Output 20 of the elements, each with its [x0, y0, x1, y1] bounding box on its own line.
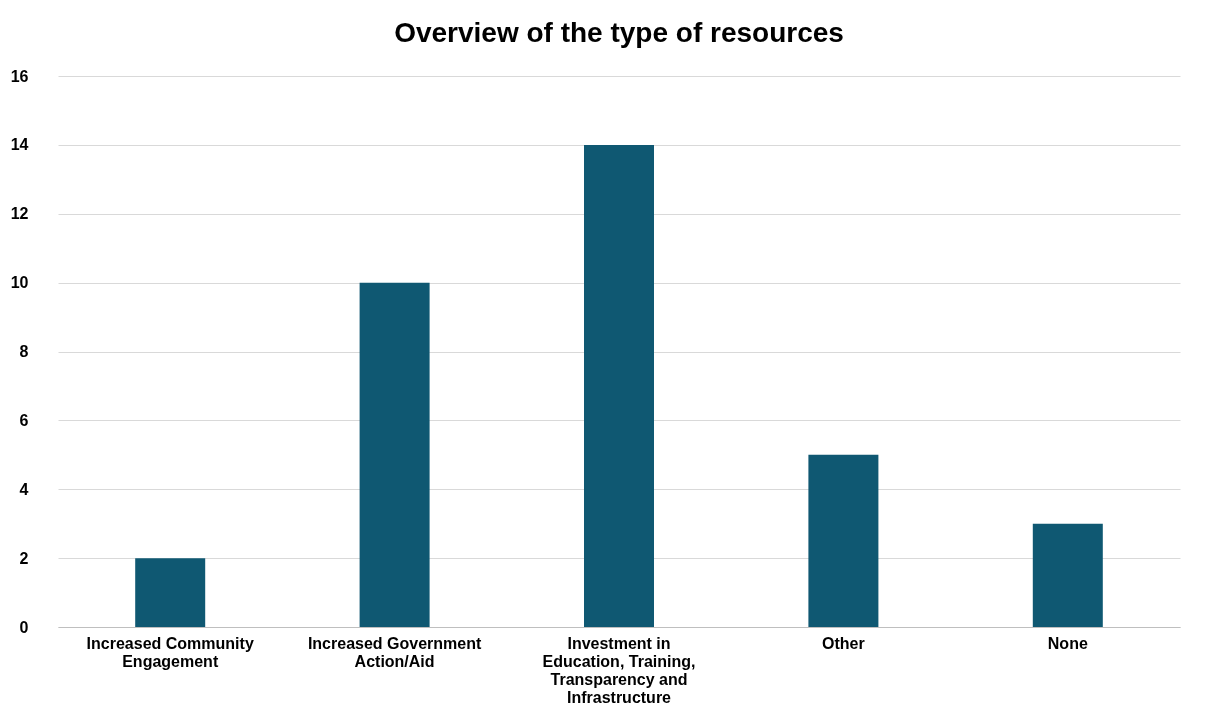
- y-tick-label: 12: [10, 205, 29, 223]
- y-tick-label: 4: [19, 480, 29, 498]
- x-tick-label: Other: [822, 634, 865, 652]
- x-tick-label: Investment in Education, Training, Transparency and Infrastructure: [542, 634, 696, 706]
- y-tick-label: 6: [19, 411, 29, 429]
- bar: [359, 282, 430, 627]
- bar: [584, 144, 654, 627]
- x-tick-label: Increased Government Action/Aid: [307, 634, 482, 670]
- y-tick-label: 16: [10, 67, 29, 85]
- x-tick-label: Increased Community Engagement: [86, 634, 254, 670]
- y-tick-label: 14: [10, 136, 29, 154]
- bar: [135, 558, 206, 627]
- y-tick-label: 8: [19, 343, 29, 360]
- y-tick-label: 10: [10, 274, 29, 292]
- bar: [1032, 523, 1103, 627]
- chart-title: Overview of the type of resources: [394, 17, 844, 48]
- y-tick-label: 2: [19, 549, 29, 567]
- y-tick-label: 0: [19, 618, 29, 636]
- bar: [808, 454, 879, 627]
- x-tick-label: None: [1047, 634, 1088, 652]
